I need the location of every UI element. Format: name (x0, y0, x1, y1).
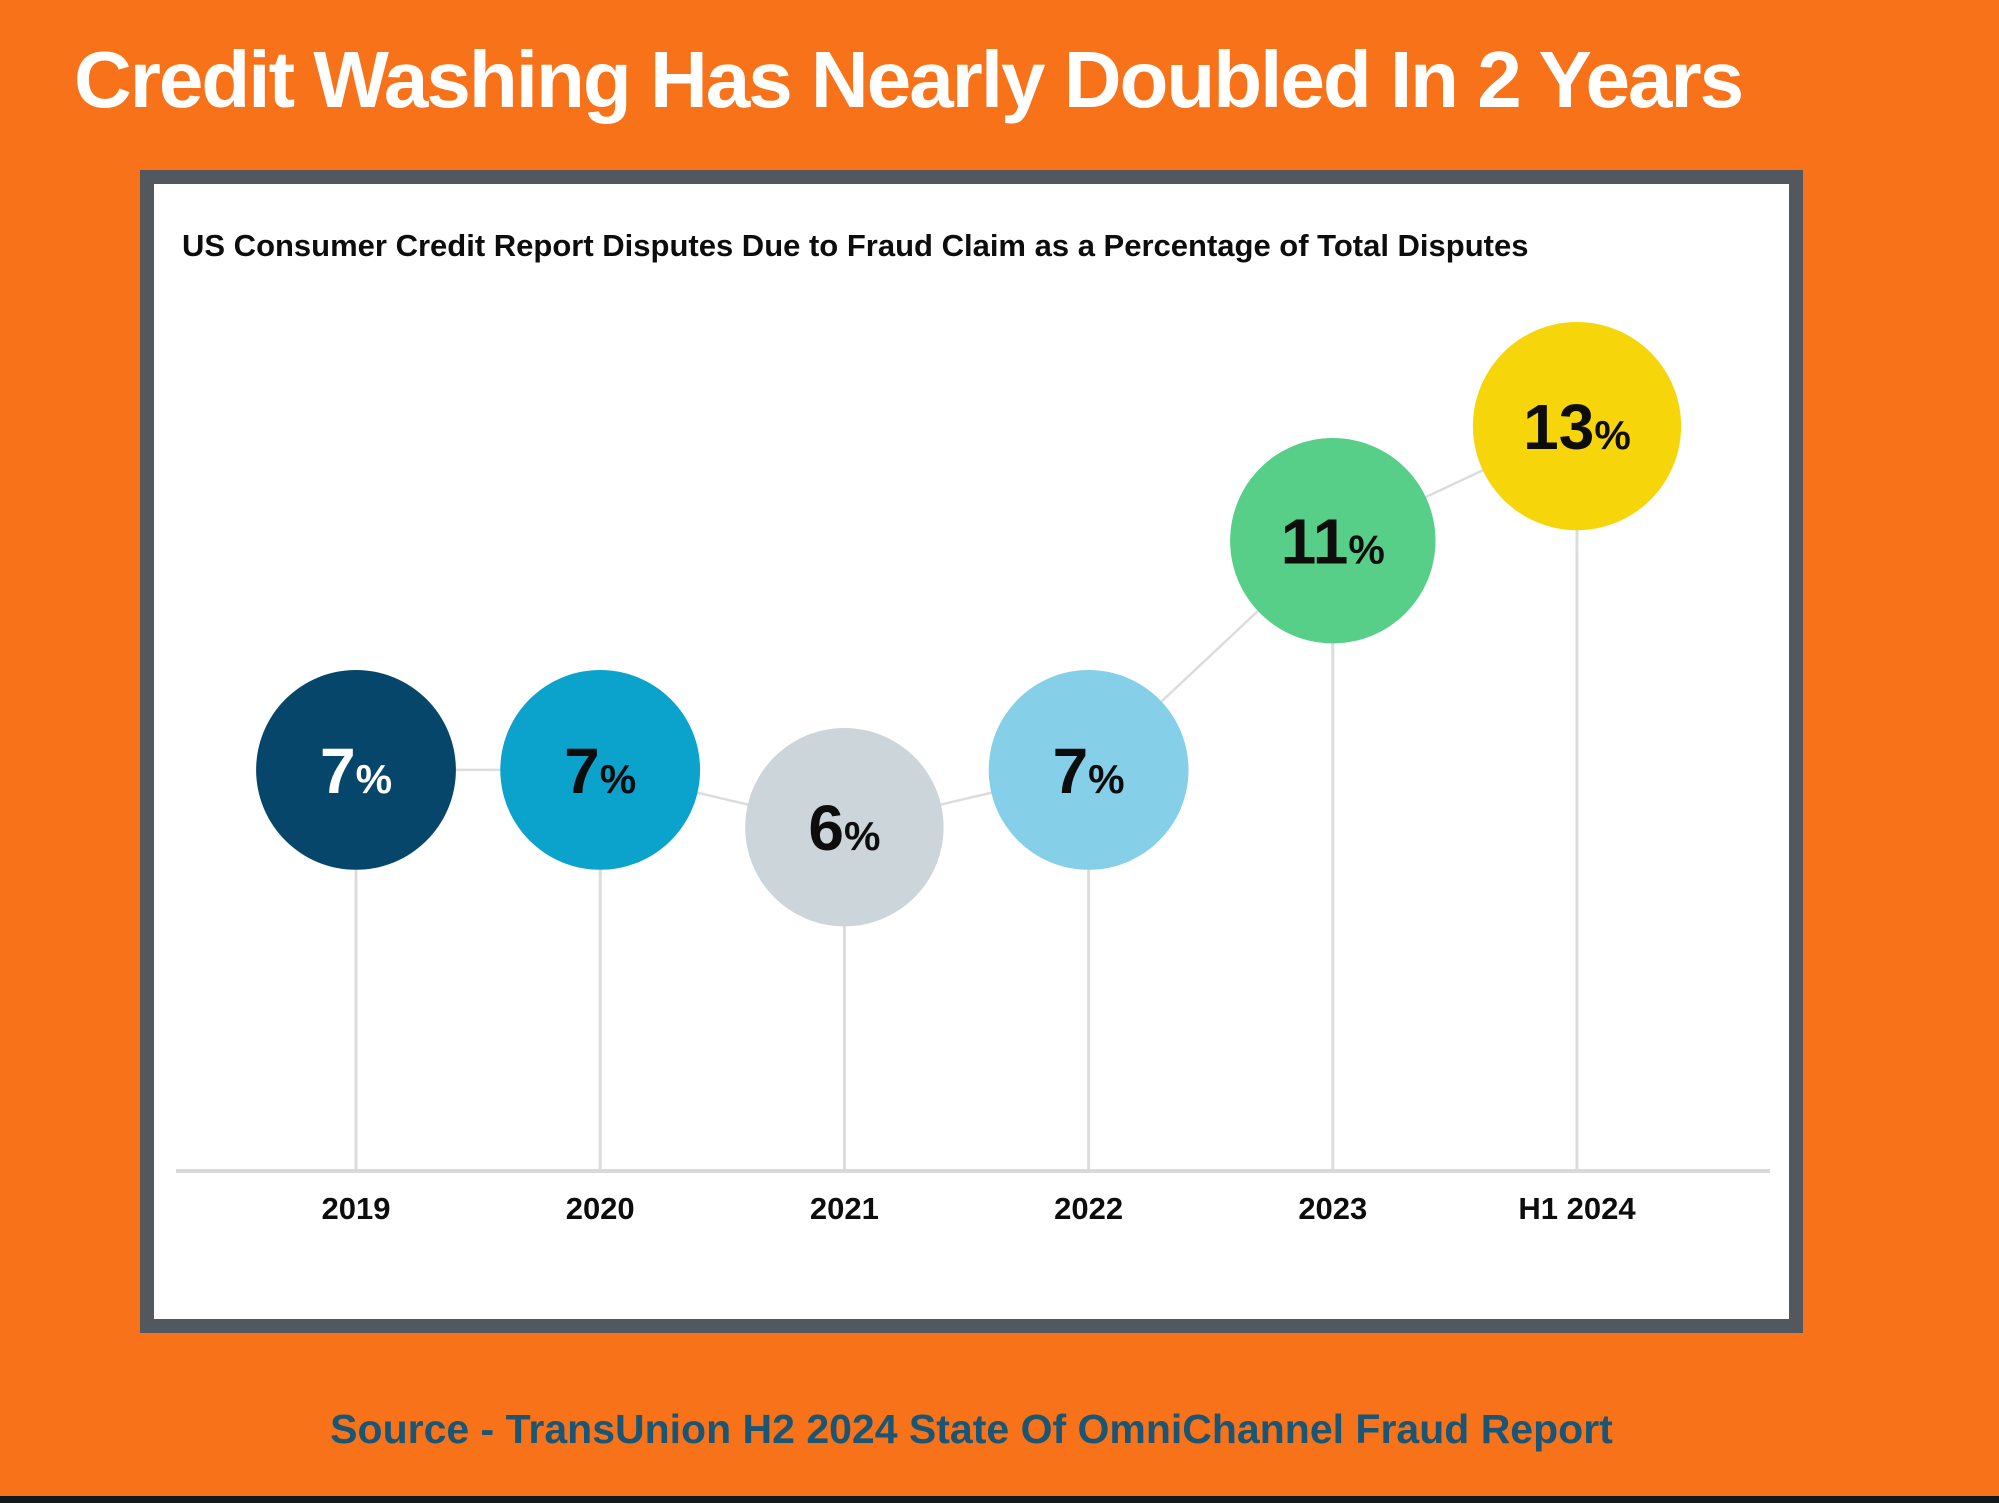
bubble-2021 (745, 728, 944, 927)
bubble-2019 (256, 670, 456, 870)
bubble-value-label-2023: 11% (1281, 506, 1385, 578)
chart-card: US Consumer Credit Report Disputes Due t… (140, 170, 1803, 1333)
x-axis-tick-label-2022: 2022 (1054, 1191, 1123, 1226)
bubble-chart: 7% 7% 6% 7% 11% 13% 2019 2020 2021 2022 2023 H1 202… (176, 322, 1770, 1226)
bubble-value-label-h1-2024: 13% (1523, 391, 1631, 463)
bubble-value-label-2022: 7% (1053, 735, 1125, 807)
bubble-h1-2024 (1472, 322, 1682, 531)
chart-subtitle: US Consumer Credit Report Disputes Due t… (182, 228, 1529, 263)
bubble-2020 (500, 670, 701, 870)
x-axis-tick-label-2019: 2019 (322, 1191, 391, 1226)
x-axis-tick-label-2021: 2021 (810, 1191, 879, 1226)
bubble-value-label-2021: 6% (808, 792, 880, 864)
bubble-2023 (1230, 438, 1436, 644)
source-attribution: Source - TransUnion H2 2024 State Of Omn… (330, 1406, 1613, 1452)
bubble-value-label-2020: 7% (564, 735, 636, 807)
x-axis-tick-label-h1-2024: H1 2024 (1518, 1191, 1636, 1226)
x-axis-tick-label-2020: 2020 (566, 1191, 635, 1226)
page-title: Credit Washing Has Nearly Doubled In 2 Y… (74, 35, 1744, 124)
footer-bar (0, 1496, 1999, 1503)
bubble-value-label-2019: 7% (320, 735, 392, 807)
x-axis-tick-label-2023: 2023 (1298, 1191, 1367, 1226)
bubble-2022 (988, 670, 1189, 870)
